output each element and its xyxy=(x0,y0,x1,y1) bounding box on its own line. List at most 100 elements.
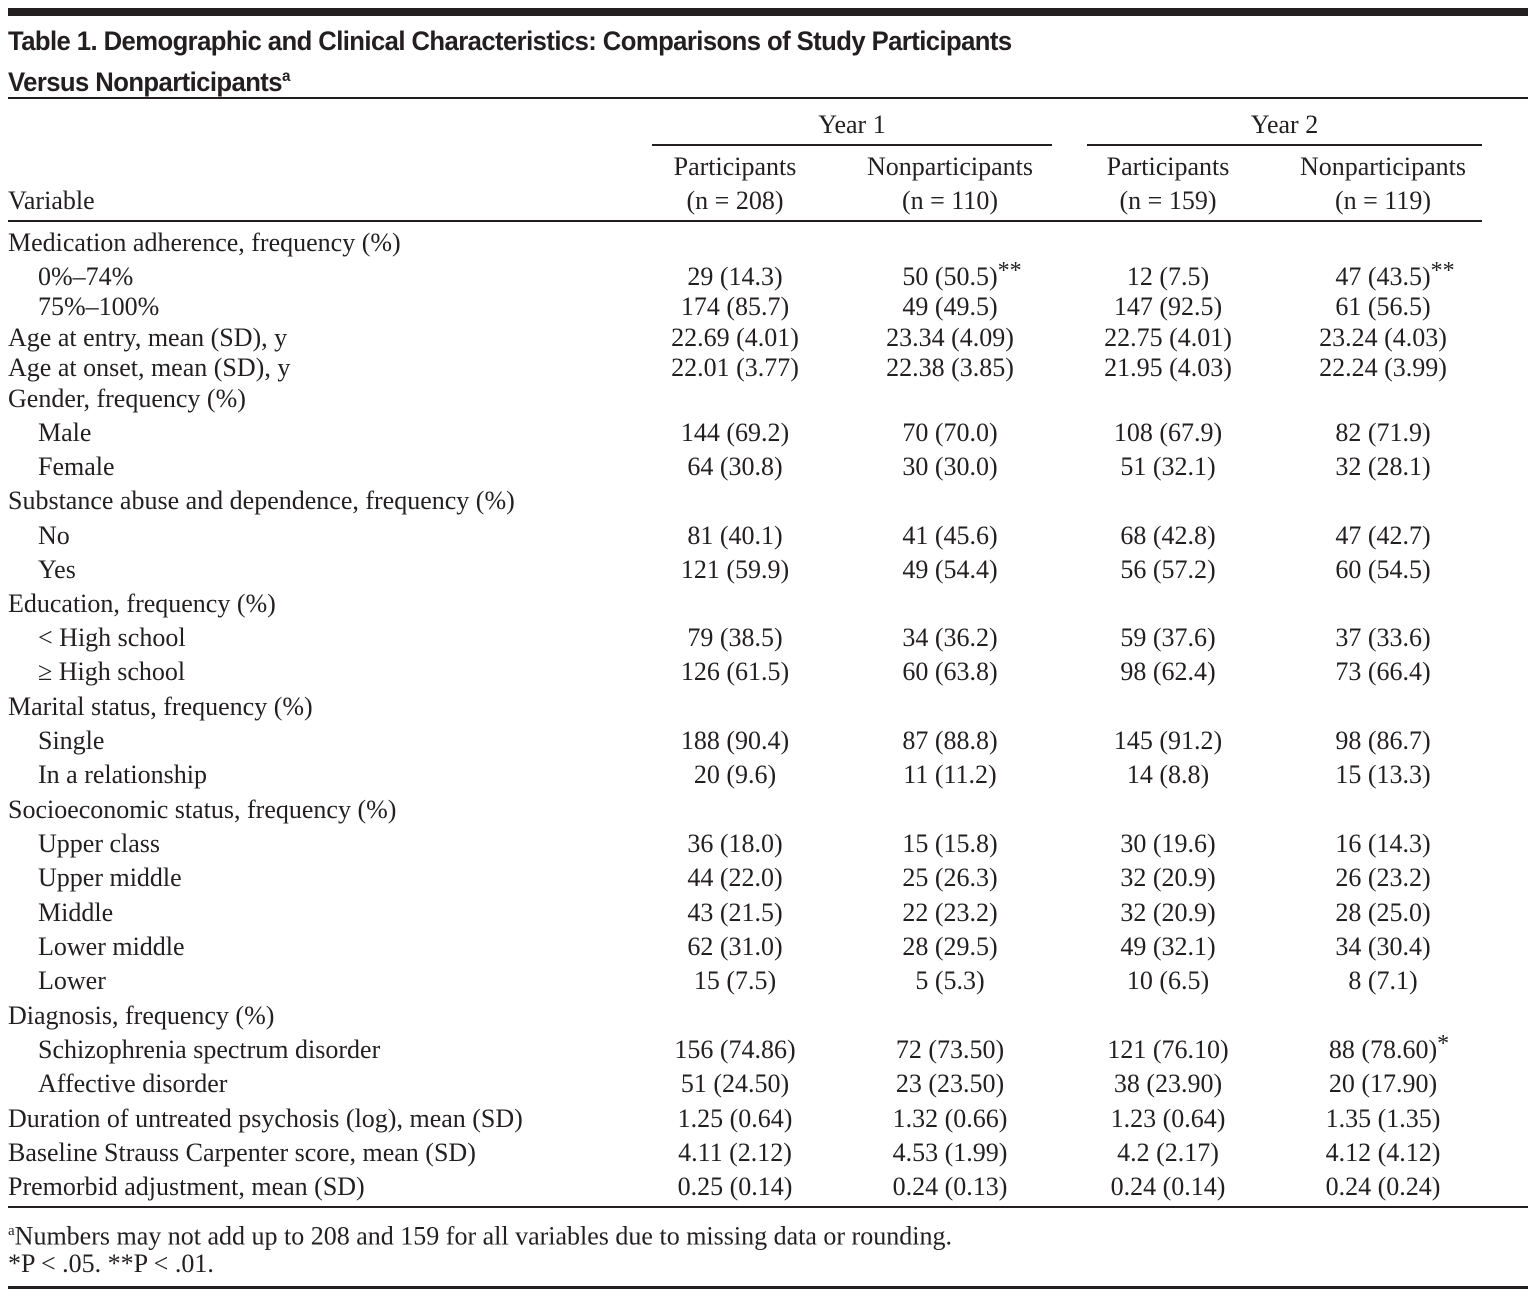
cell-text: 20 (17.90) xyxy=(1328,1069,1438,1098)
title-line-2-text: Versus Nonparticipants xyxy=(8,67,283,97)
table-row: Duration of untreated psychosis (log), m… xyxy=(0,1104,1536,1134)
cell-value: 8 (7.1) xyxy=(1273,966,1493,996)
cell-value: 60 (54.5) xyxy=(1273,555,1493,585)
cell-text: 29 (14.3) xyxy=(687,262,783,291)
table-row: Lower middle 62 (31.0) 28 (29.5) 49 (32.1) 3… xyxy=(0,932,1536,962)
row-label: Yes xyxy=(38,555,76,584)
cell-value: 21.95 (4.03) xyxy=(1058,353,1278,383)
cell-text: 49 (49.5) xyxy=(902,292,998,321)
cell-text: 22.69 (4.01) xyxy=(671,323,799,352)
group-year-1-rule xyxy=(652,144,1052,146)
cell-value: 49 (49.5) xyxy=(840,292,1060,322)
row-label: Medication adherence, frequency (%) xyxy=(8,228,401,257)
cell-text: 15 (15.8) xyxy=(902,829,998,858)
row-label: Age at entry, mean (SD), y xyxy=(8,323,288,352)
cell-text: 188 (90.4) xyxy=(680,726,790,755)
cell-value: 0.24 (0.13) xyxy=(840,1172,1060,1202)
cell-text: 44 (22.0) xyxy=(687,863,783,892)
table-row: ≥ High school 126 (61.5) 60 (63.8) 98 (62.4… xyxy=(0,657,1536,687)
table-row: 75%–100% 174 (85.7) 49 (49.5) 147 (92.5) 61 … xyxy=(0,292,1536,322)
row-label: Lower xyxy=(38,966,106,995)
cell-text: 0.24 (0.13) xyxy=(892,1172,1008,1201)
row-label: Gender, frequency (%) xyxy=(8,384,246,413)
table-row: Male 144 (69.2) 70 (70.0) 108 (67.9) 82 (71.… xyxy=(0,418,1536,448)
cell-value: 1.32 (0.66) xyxy=(840,1104,1060,1134)
cell-text: 43 (21.5) xyxy=(687,898,783,927)
cell-value: 41 (45.6) xyxy=(840,521,1060,551)
cell-value: 188 (90.4) xyxy=(625,726,845,756)
row-label: Affective disorder xyxy=(38,1069,228,1098)
cell-value: 59 (37.6) xyxy=(1058,623,1278,653)
cell-value: 121 (59.9) xyxy=(625,555,845,585)
row-label: Substance abuse and dependence, frequenc… xyxy=(8,486,515,515)
table-row: Marital status, frequency (%) xyxy=(0,692,1536,722)
cell-text: 4.11 (2.12) xyxy=(678,1138,792,1167)
cell-text: 98 (86.7) xyxy=(1335,726,1431,755)
cell-text: 23.34 (4.09) xyxy=(886,323,1014,352)
cell-text: 36 (18.0) xyxy=(687,829,783,858)
cell-text: 121 (59.9) xyxy=(680,555,790,584)
cell-value: 108 (67.9) xyxy=(1058,418,1278,448)
cell-value: 68 (42.8) xyxy=(1058,521,1278,551)
row-label: Single xyxy=(38,726,105,755)
cell-value: 88 (78.60) * xyxy=(1273,1032,1493,1065)
group-year-2-rule xyxy=(1087,144,1482,146)
cell-value: 32 (28.1) xyxy=(1273,452,1493,482)
cell-text: 1.25 (0.64) xyxy=(677,1104,793,1133)
column-header-0: Participants xyxy=(673,152,797,181)
table-row: Baseline Strauss Carpenter score, mean (… xyxy=(0,1138,1536,1168)
row-label: Schizophrenia spectrum disorder xyxy=(38,1035,381,1064)
table-row: Affective disorder 51 (24.50) 23 (23.50) 38… xyxy=(0,1069,1536,1099)
column-header-2: Participants xyxy=(1106,152,1230,181)
table-row: 0%–74% 29 (14.3) 50 (50.5) ** 12 (7.5) 47 (43… xyxy=(0,259,1536,292)
cell-value: 73 (66.4) xyxy=(1273,657,1493,687)
cell-text: 30 (19.6) xyxy=(1120,829,1216,858)
row-label: Middle xyxy=(38,898,114,927)
cell-text: 10 (6.5) xyxy=(1126,966,1210,995)
cell-value: 87 (88.8) xyxy=(840,726,1060,756)
cell-value: 37 (33.6) xyxy=(1273,623,1493,653)
cell-value: 47 (43.5) ** xyxy=(1273,259,1493,292)
cell-text: 23 (23.50) xyxy=(895,1069,1005,1098)
cell-text: 22.24 (3.99) xyxy=(1319,353,1447,382)
title-line-1: Table 1. Demographic and Clinical Charac… xyxy=(8,26,1012,56)
table-row: Socioeconomic status, frequency (%) xyxy=(0,795,1536,825)
cell-text: 62 (31.0) xyxy=(687,932,783,961)
cell-value: 11 (11.2) xyxy=(840,760,1060,790)
cell-text: 11 (11.2) xyxy=(903,760,997,789)
table-row: Age at entry, mean (SD), y 22.69 (4.01) 23… xyxy=(0,323,1536,353)
cell-value: 34 (36.2) xyxy=(840,623,1060,653)
cell-value: 29 (14.3) xyxy=(625,262,845,292)
cell-text: 0.25 (0.14) xyxy=(677,1172,793,1201)
table-title: Table 1. Demographic and Clinical Charac… xyxy=(8,24,1012,100)
row-label: Age at onset, mean (SD), y xyxy=(8,353,291,382)
column-n-3: (n = 119) xyxy=(1334,186,1431,215)
table-row: Age at onset, mean (SD), y 22.01 (3.77) 22… xyxy=(0,353,1536,383)
column-header-1: Nonparticipants xyxy=(866,152,1034,181)
cell-text: 32 (20.9) xyxy=(1120,863,1216,892)
table-row: < High school 79 (38.5) 34 (36.2) 59 (37.6)… xyxy=(0,623,1536,653)
cell-text: 70 (70.0) xyxy=(902,418,998,447)
table-row: Gender, frequency (%) xyxy=(0,384,1536,414)
row-label: 75%–100% xyxy=(38,292,160,321)
title-footnote-marker: a xyxy=(281,68,290,85)
cell-text: 14 (8.8) xyxy=(1126,760,1210,789)
row-label: Female xyxy=(38,452,115,481)
cell-text: 4.12 (4.12) xyxy=(1325,1138,1441,1167)
cell-text: 4.53 (1.99) xyxy=(892,1138,1008,1167)
cell-value: 0.24 (0.14) xyxy=(1058,1172,1278,1202)
top-rule xyxy=(8,8,1528,16)
cell-text: 51 (24.50) xyxy=(680,1069,790,1098)
cell-text: 22 (23.2) xyxy=(902,898,998,927)
cell-value: 23.24 (4.03) xyxy=(1273,323,1493,353)
cell-text: 41 (45.6) xyxy=(902,521,998,550)
cell-value: 22.75 (4.01) xyxy=(1058,323,1278,353)
row-label: Upper middle xyxy=(38,863,182,892)
cell-value: 32 (20.9) xyxy=(1058,898,1278,928)
cell-text: 0.24 (0.14) xyxy=(1110,1172,1226,1201)
cell-value: 51 (32.1) xyxy=(1058,452,1278,482)
cell-value: 82 (71.9) xyxy=(1273,418,1493,448)
footnote-significance: *P < .05. **P < .01. xyxy=(8,1249,214,1278)
cell-text: 1.32 (0.66) xyxy=(892,1104,1008,1133)
table-row: Premorbid adjustment, mean (SD) 0.25 (0.1… xyxy=(0,1172,1536,1202)
